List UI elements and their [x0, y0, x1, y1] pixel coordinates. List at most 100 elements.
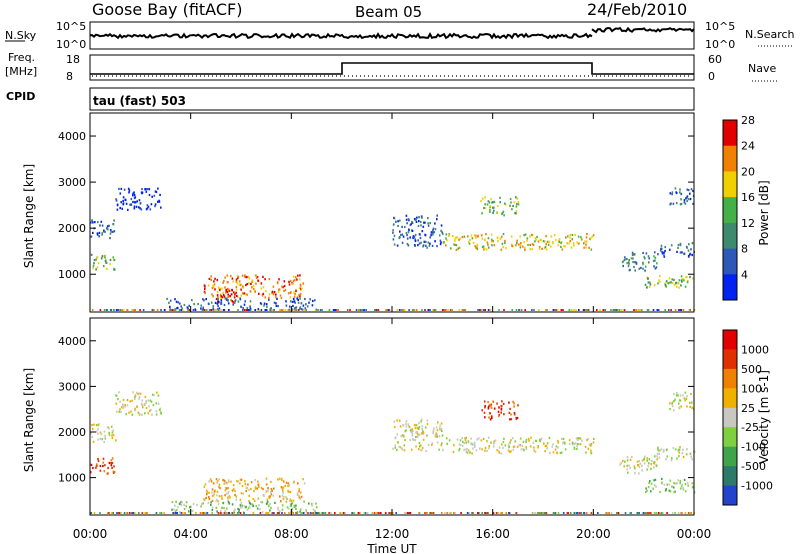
data-cell — [691, 242, 694, 245]
data-cell — [177, 301, 180, 304]
data-cell — [682, 394, 684, 397]
data-cell — [411, 309, 414, 311]
data-cell — [678, 455, 680, 458]
data-cell — [174, 512, 177, 514]
data-cell — [489, 210, 491, 213]
data-cell — [217, 512, 220, 514]
data-cell — [666, 483, 668, 486]
data-cell — [424, 309, 426, 311]
nsearch-tick-top: 10^5 — [705, 20, 735, 33]
data-cell — [680, 198, 682, 201]
data-cell — [418, 242, 421, 245]
data-cell — [128, 411, 130, 414]
data-cell — [669, 248, 671, 251]
data-cell — [185, 505, 187, 508]
data-cell — [384, 512, 387, 514]
data-cell — [210, 480, 213, 483]
data-cell — [677, 243, 680, 247]
data-cell — [459, 439, 462, 442]
data-cell — [120, 410, 122, 414]
data-cell — [446, 512, 448, 514]
data-cell — [687, 279, 689, 283]
data-cell — [442, 232, 444, 235]
data-cell — [675, 191, 678, 195]
data-cell — [552, 309, 555, 311]
data-cell — [465, 451, 468, 454]
data-cell — [432, 233, 434, 236]
data-cell — [481, 246, 484, 249]
data-cell — [614, 309, 617, 311]
data-cell — [99, 224, 101, 227]
data-cell — [93, 423, 95, 426]
data-cell — [226, 507, 228, 510]
data-cell — [671, 402, 673, 405]
data-cell — [631, 251, 634, 254]
data-cell — [133, 205, 136, 208]
data-cell — [418, 220, 420, 223]
data-cell — [641, 459, 644, 462]
data-cell — [510, 450, 512, 453]
data-cell — [113, 219, 115, 222]
data-cell — [503, 413, 505, 416]
data-cell — [174, 504, 176, 507]
data-cell — [573, 309, 575, 311]
data-cell — [493, 442, 495, 445]
data-cell — [284, 484, 287, 487]
data-cell — [273, 309, 275, 311]
data-cell — [643, 462, 646, 465]
data-cell — [286, 506, 289, 509]
data-cell — [220, 494, 223, 498]
data-cell — [644, 265, 647, 268]
data-cell — [226, 274, 229, 277]
data-cell — [393, 234, 396, 237]
data-cell — [344, 512, 346, 514]
velocity-ylabel: Slant Range [km] — [22, 368, 36, 472]
data-cell — [566, 242, 568, 245]
data-cell — [610, 309, 612, 311]
data-cell — [270, 493, 273, 496]
data-cell — [555, 445, 558, 448]
data-cell — [543, 247, 546, 250]
data-cell — [245, 293, 247, 296]
data-cell — [237, 309, 239, 311]
data-cell — [222, 479, 225, 482]
data-cell — [677, 246, 679, 249]
data-cell — [545, 309, 547, 311]
data-cell — [656, 455, 658, 458]
data-cell — [448, 233, 451, 236]
data-cell — [120, 201, 122, 204]
data-cell — [546, 447, 548, 450]
data-cell — [682, 487, 684, 490]
data-cell — [661, 481, 663, 484]
data-cell — [648, 257, 651, 260]
data-cell — [587, 438, 589, 441]
data-cell — [476, 438, 478, 441]
data-cell — [238, 283, 241, 286]
data-cell — [299, 510, 301, 513]
data-cell — [266, 512, 268, 514]
data-cell — [450, 512, 452, 514]
data-cell — [395, 512, 397, 514]
data-region — [481, 400, 519, 421]
data-cell — [424, 426, 427, 429]
data-cell — [261, 501, 264, 504]
data-cell — [546, 240, 549, 243]
data-cell — [629, 512, 632, 514]
data-cell — [267, 487, 269, 490]
data-cell — [680, 275, 683, 278]
data-cell — [685, 196, 688, 199]
data-cell — [94, 221, 96, 224]
data-cell — [464, 437, 466, 440]
data-cell — [266, 500, 269, 503]
data-cell — [475, 236, 477, 240]
data-cell — [216, 510, 218, 513]
data-cell — [203, 290, 206, 293]
data-cell — [602, 309, 605, 311]
data-cell — [227, 501, 230, 504]
data-cell — [318, 512, 321, 514]
freq-line — [90, 62, 694, 75]
data-cell — [159, 411, 162, 414]
data-cell — [670, 281, 672, 284]
data-cell — [634, 309, 636, 311]
